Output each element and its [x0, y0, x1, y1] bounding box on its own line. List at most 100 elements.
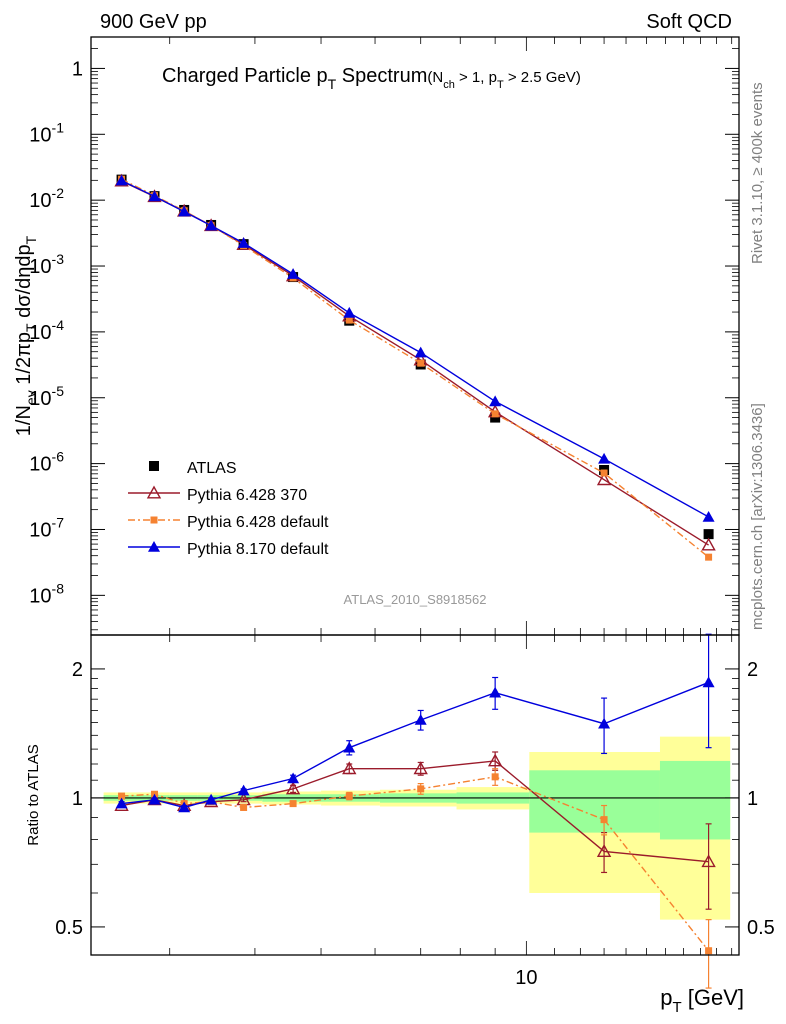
- mcplots-label: mcplots.cern.ch [arXiv:1306.3436]: [749, 403, 766, 630]
- xlabel-a: p: [660, 985, 672, 1010]
- ratio-ytick-label-left: 0.5: [55, 917, 83, 939]
- data-point: [417, 785, 425, 793]
- data-point: [148, 190, 161, 202]
- data-point: [289, 800, 297, 808]
- data-point: [205, 793, 218, 805]
- title-main: Charged Particle p: [162, 65, 328, 87]
- main-ytick-exp: -7: [52, 514, 65, 530]
- main-ytick-exp: -4: [52, 317, 65, 333]
- data-point: [600, 469, 608, 477]
- data-point: [287, 772, 300, 784]
- main-ytick-base: 10: [29, 190, 51, 212]
- data-point: [342, 761, 357, 775]
- main-ytick-label: 10-6: [29, 449, 64, 476]
- ratio-xtick-label: 10: [515, 967, 537, 989]
- data-point: [345, 792, 353, 800]
- legend-item: Pythia 6.428 default: [128, 514, 329, 531]
- main-ytick-label: 10-5: [29, 383, 64, 410]
- ratio-band-green: [529, 770, 660, 833]
- header-right: Soft QCD: [646, 11, 732, 33]
- ratio-axis-ticks: 10 0.5 0.5 1 1 2 2: [55, 635, 775, 989]
- rivet-label: Rivet 3.1.10, ≥ 400k events: [749, 82, 766, 264]
- main-ytick-label: 10-8: [29, 580, 64, 607]
- data-point: [343, 741, 356, 753]
- main-ytick-base: 10: [29, 322, 51, 344]
- ratio-uncertainty-bands: [103, 736, 731, 920]
- ratio-ylabel: Ratio to ATLAS: [25, 744, 42, 845]
- data-point: [237, 237, 250, 248]
- ratio-xlabel: pT [GeV]: [660, 985, 744, 1016]
- data-point: [705, 947, 713, 955]
- title-cut-c: > 2.5 GeV): [504, 69, 581, 86]
- title-cut-b: > 1, p: [455, 69, 497, 86]
- main-ytick-exp: -6: [52, 449, 65, 465]
- ratio-band-green: [659, 760, 731, 840]
- ratio-series-layer: [114, 633, 716, 989]
- main-ytick-exp: -8: [52, 580, 65, 596]
- ratio-panel: 10 0.5 0.5 1 1 2 2 Ratio to ATLAS pT [GeV]: [25, 633, 775, 1016]
- data-point: [417, 359, 425, 367]
- data-point: [240, 803, 248, 811]
- data-point: [345, 316, 353, 324]
- data-point: [178, 205, 191, 217]
- data-point: [489, 686, 502, 698]
- analysis-watermark: ATLAS_2010_S8918562: [344, 592, 487, 607]
- data-point: [705, 553, 713, 561]
- ylabel-a: 1/N: [13, 405, 35, 436]
- title-cut-a-sub: ch: [443, 79, 455, 91]
- data-point: [178, 801, 191, 813]
- legend-item: Pythia 6.428 370: [128, 485, 307, 504]
- main-ytick-exp: -3: [52, 251, 65, 267]
- data-point: [287, 268, 300, 279]
- data-point: [491, 410, 499, 418]
- data-point: [343, 306, 356, 318]
- data-point: [703, 529, 714, 540]
- data-point: [414, 346, 427, 358]
- ylabel-c: dσ/dηdp: [13, 244, 35, 323]
- xlabel-a-sub: T: [672, 999, 681, 1016]
- data-point: [598, 717, 611, 729]
- ylabel-b-sub: T: [23, 323, 39, 332]
- data-point: [596, 844, 612, 857]
- ratio-ytick-label-left: 1: [72, 788, 83, 810]
- main-ytick-label: 10-3: [29, 251, 64, 278]
- title-cut-a: (N: [427, 69, 443, 86]
- data-point: [598, 452, 611, 464]
- legend-item: ATLAS: [149, 460, 237, 477]
- main-ylabel: 1/Nev 1/2πpT dσ/dηdpT: [13, 235, 39, 436]
- ratio-ytick-label-right: 2: [747, 659, 758, 681]
- main-ytick-label: 10-2: [29, 185, 64, 212]
- data-point: [702, 510, 715, 522]
- ratio-ytick-label-left: 2: [72, 659, 83, 681]
- ylabel-c-sub: T: [23, 235, 39, 244]
- data-point: [237, 784, 250, 796]
- data-point: [148, 793, 161, 805]
- data-point: [285, 781, 301, 795]
- main-ytick-base: 10: [29, 256, 51, 278]
- main-ytick-base: 10: [29, 388, 51, 410]
- main-panel: 110-110-210-310-410-510-610-710-8 Charge…: [13, 36, 740, 636]
- data-point: [490, 412, 501, 423]
- main-ytick-label: 10-1: [29, 119, 64, 146]
- series-pythia-8-170-default: [115, 633, 715, 813]
- header-left: 900 GeV pp: [100, 11, 207, 33]
- data-point: [600, 816, 608, 824]
- main-ytick-exp: -1: [52, 119, 65, 135]
- main-ytick-exp: -2: [52, 185, 65, 201]
- legend-label: Pythia 6.428 default: [187, 514, 329, 531]
- data-point: [701, 854, 716, 868]
- series-line: [121, 776, 710, 952]
- main-ytick-label: 1: [72, 58, 83, 80]
- main-axis-ticks: 110-110-210-310-410-510-610-710-8: [29, 36, 739, 635]
- title-cut-b-sub: T: [497, 79, 504, 91]
- legend-label: Pythia 8.170 default: [187, 541, 329, 558]
- data-point: [118, 792, 126, 800]
- data-point: [414, 714, 427, 725]
- data-point: [413, 761, 428, 775]
- title-main-sub: T: [328, 76, 337, 92]
- xlabel-b: [GeV]: [682, 985, 744, 1010]
- data-point: [596, 472, 612, 486]
- data-point: [148, 541, 160, 552]
- data-point: [146, 485, 162, 499]
